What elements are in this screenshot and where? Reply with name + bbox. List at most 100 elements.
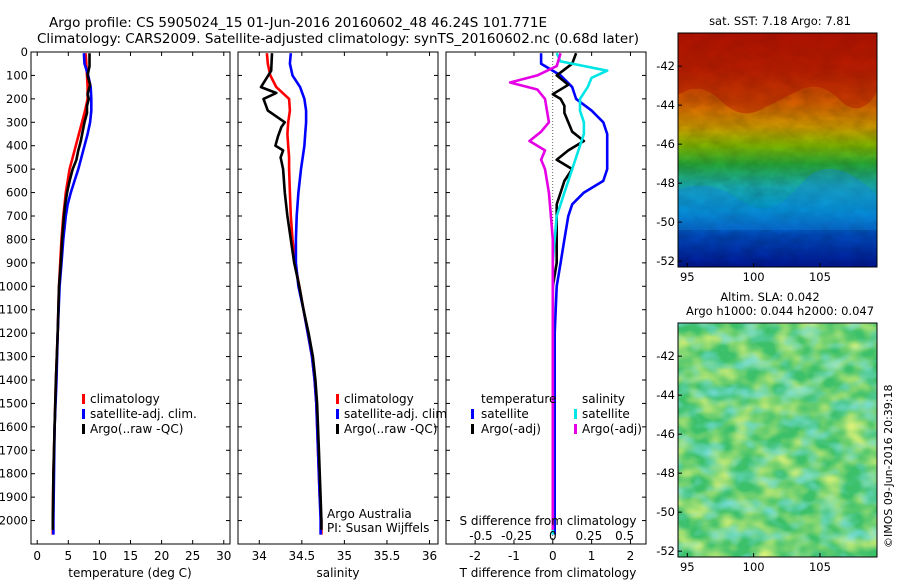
sst-map-axes: 95 100 105 -42 -44 -46 -48 -50 -52 (656, 59, 831, 284)
imos-credit: ©IMOS 09-Jun-2016 20:39:18 (882, 384, 895, 548)
x-tick-label: 35.5 (374, 549, 401, 563)
x-tick-label: 34 (252, 549, 267, 563)
y-tick-label: 300 (6, 115, 28, 129)
temperature-x-axis: 0 5 10 15 20 25 30 (33, 51, 231, 563)
series-line-temperature-satellite (539, 53, 609, 535)
y-tick-label: 2000 (0, 514, 28, 528)
temperature-series (51, 53, 93, 535)
sst-map-panel: sat. SST: 7.18 Argo: 7.81 (656, 14, 878, 284)
temperature-legend: climatology satellite-adj. clim. Argo(..… (82, 392, 197, 436)
legend-label-argo: Argo(..raw -QC) (90, 422, 183, 436)
x-tick-label: 35 (337, 549, 352, 563)
legend-label-climatology: climatology (90, 392, 160, 406)
difference-series (508, 52, 609, 544)
y-tick-label: 100 (6, 68, 28, 82)
y-tick-label: 1200 (0, 326, 28, 340)
map-y-tick-label: -44 (656, 98, 675, 112)
sla-heatmap (678, 323, 877, 557)
map-y-tick-label: -42 (656, 59, 675, 73)
series-line-argo-raw-qc- (259, 53, 323, 530)
sla-map-axes: 95 100 105 -42 -44 -46 -48 -50 -52 (656, 349, 831, 574)
y-tick-label: 1900 (0, 490, 28, 504)
map-y-tick-label: -52 (656, 254, 675, 268)
x-tick-label: 10 (92, 549, 107, 563)
y-tick-label: 0 (21, 45, 28, 59)
depth-axis: 0 100 200 300 400 500 600 700 800 900 1000 1100 1200… (0, 45, 35, 528)
s-tick-label: -0.25 (501, 529, 532, 543)
legend-swatch-salinity-satellite (574, 409, 577, 419)
sla-map-title-line2: Argo h1000: 0.044 h2000: 0.047 (686, 304, 874, 318)
map-y-tick-label: -46 (656, 137, 675, 151)
legend-swatch-climatology (82, 394, 85, 404)
x-tick-label: 0 (33, 549, 41, 563)
map-x-tick-label: 105 (809, 270, 831, 284)
legend-label-salinity-argo: Argo(-adj) (582, 422, 642, 436)
legend-swatch-climatology (336, 394, 339, 404)
salinity-legend: climatology satellite-adj. clim. Argo(..… (336, 392, 451, 436)
legend-swatch-salinity-argo (574, 424, 577, 434)
map-y-tick-label: -50 (656, 505, 675, 519)
series-line-argo-raw-qc- (51, 53, 92, 530)
difference-legend: temperature satellite Argo(-adj) salinit… (471, 392, 642, 436)
y-tick-label: 600 (6, 186, 28, 200)
temperature-axis-label: temperature (deg C) (68, 566, 191, 580)
s-tick-label: 0.25 (576, 529, 603, 543)
map-x-tick-label: 105 (809, 560, 831, 574)
temperature-plot-frame (30, 51, 231, 545)
t-difference-label: T difference from climatology (459, 566, 637, 580)
x-tick-label: 0 (549, 549, 557, 563)
legend-swatch-satellite (336, 409, 339, 419)
difference-plot-frame (445, 51, 647, 545)
x-tick-label: -1 (508, 549, 520, 563)
s-tick-label: -0.5 (469, 529, 492, 543)
s-tick-label: 0.5 (615, 529, 634, 543)
x-tick-label: 2 (627, 549, 635, 563)
map-y-tick-label: -50 (656, 215, 675, 229)
legend-label-climatology: climatology (344, 392, 414, 406)
temperature-panel: 0100200300400500600700800900100011001200… (0, 45, 231, 580)
legend-label-temperature-argo: Argo(-adj) (481, 422, 541, 436)
y-tick-label: 800 (6, 232, 28, 246)
legend-label-satellite: satellite-adj. clim. (90, 407, 197, 421)
x-tick-label: -2 (469, 549, 481, 563)
y-tick-label: 1100 (0, 303, 28, 317)
s-tick-label: 0 (549, 529, 557, 543)
y-tick-label: 200 (6, 92, 28, 106)
difference-panel: -2 -1 0 1 2 -0.5 -0.25 0 0.25 0.5 S difference f… (445, 51, 647, 580)
salinity-plot-frame (237, 51, 439, 545)
sst-heatmap (678, 33, 877, 267)
figure-title-line1: Argo profile: CS 5905024_15 01-Jun-2016 … (49, 15, 547, 31)
y-tick-label: 1700 (0, 443, 28, 457)
map-y-tick-label: -44 (656, 388, 675, 402)
y-tick-label: 1800 (0, 467, 28, 481)
x-tick-label: 5 (64, 549, 72, 563)
map-x-tick-label: 95 (680, 270, 695, 284)
s-difference-scale: -0.5 -0.25 0 0.25 0.5 (469, 529, 634, 543)
map-y-tick-label: -52 (656, 544, 675, 558)
y-tick-label: 1600 (0, 420, 28, 434)
y-tick-label: 500 (6, 162, 28, 176)
legend-title-salinity: salinity (582, 392, 625, 406)
map-x-tick-label: 95 (680, 560, 695, 574)
t-difference-x-axis: -2 -1 0 1 2 (446, 51, 646, 563)
salinity-axis-label: salinity (316, 566, 359, 580)
y-tick-label: 1000 (0, 279, 28, 293)
x-tick-label: 36 (422, 549, 437, 563)
y-tick-label: 1400 (0, 373, 28, 387)
legend-label-temperature-satellite: satellite (481, 407, 529, 421)
sst-map-frame (677, 32, 878, 268)
map-y-tick-label: -42 (656, 349, 675, 363)
x-tick-label: 25 (185, 549, 200, 563)
x-tick-label: 30 (216, 549, 231, 563)
y-tick-label: 1500 (0, 396, 28, 410)
legend-swatch-satellite (82, 409, 85, 419)
figure-title-line2: Climatology: CARS2009. Satellite-adjuste… (37, 31, 639, 47)
legend-swatch-argo (336, 424, 339, 434)
annotation-pi: PI: Susan Wijffels (327, 521, 429, 535)
x-tick-label: 15 (123, 549, 138, 563)
annotation-argo-australia: Argo Australia (327, 507, 412, 521)
map-y-tick-label: -48 (656, 466, 675, 480)
salinity-x-axis: 34 34.5 35 35.5 36 (238, 51, 438, 563)
salinity-panel: 34 34.5 35 35.5 36 salinity climatology sate… (237, 51, 451, 580)
